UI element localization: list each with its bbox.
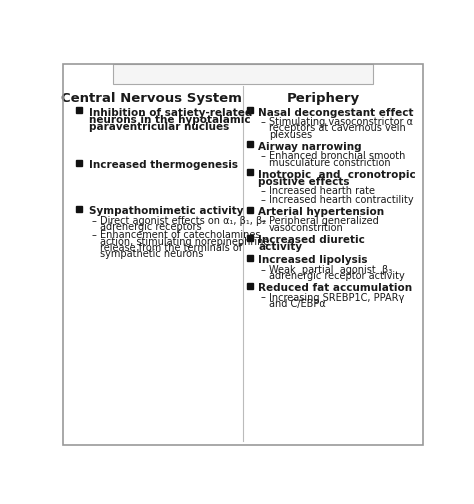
Text: –: – xyxy=(261,265,265,275)
Text: Direct agonist effects on α₁, β₁, β₂: Direct agonist effects on α₁, β₁, β₂ xyxy=(100,216,266,226)
Text: release from the terminals of: release from the terminals of xyxy=(100,243,243,253)
Text: Increased hearth rate: Increased hearth rate xyxy=(269,186,374,196)
Text: Increased lipolysis: Increased lipolysis xyxy=(258,256,368,265)
Text: Central Nervous System: Central Nervous System xyxy=(61,92,242,104)
Text: positive effects: positive effects xyxy=(258,177,350,187)
Text: Inhibition of satiety-related: Inhibition of satiety-related xyxy=(89,108,252,118)
Text: Arterial hypertension: Arterial hypertension xyxy=(258,207,384,217)
FancyBboxPatch shape xyxy=(112,64,374,84)
Text: –: – xyxy=(261,186,265,196)
Text: receptors at cavernous vein: receptors at cavernous vein xyxy=(269,123,405,134)
Text: adrenergic receptors: adrenergic receptors xyxy=(100,222,202,232)
Text: –: – xyxy=(261,117,265,127)
Text: Increased hearth contractility: Increased hearth contractility xyxy=(269,195,413,205)
Text: action, stimulating norepinephrine: action, stimulating norepinephrine xyxy=(100,237,270,246)
Text: Nasal decongestant effect: Nasal decongestant effect xyxy=(258,108,414,118)
Text: adrenergic receptor activity: adrenergic receptor activity xyxy=(269,271,404,281)
Text: –: – xyxy=(261,195,265,205)
Text: Periphery: Periphery xyxy=(287,92,360,104)
Text: Enhanced bronchial smooth: Enhanced bronchial smooth xyxy=(269,151,405,161)
Text: sympathetic neurons: sympathetic neurons xyxy=(100,249,204,259)
Text: –: – xyxy=(261,292,265,302)
Text: Increased thermogenesis: Increased thermogenesis xyxy=(89,160,237,170)
Text: paraventricular nuclues: paraventricular nuclues xyxy=(89,122,229,132)
Text: plexuses: plexuses xyxy=(269,130,312,140)
Text: Enhancement of catecholamines: Enhancement of catecholamines xyxy=(100,230,261,240)
Text: vasoconstrition: vasoconstrition xyxy=(269,223,343,233)
Text: Increased diuretic: Increased diuretic xyxy=(258,235,365,245)
Text: Inotropic  and  cronotropic: Inotropic and cronotropic xyxy=(258,170,416,180)
Text: –: – xyxy=(261,151,265,161)
Text: Increasing SREBP1C, PPARγ: Increasing SREBP1C, PPARγ xyxy=(269,292,404,302)
Text: musculature constriction: musculature constriction xyxy=(269,158,390,167)
Text: Reduced fat accumulation: Reduced fat accumulation xyxy=(258,283,412,293)
Text: –: – xyxy=(261,217,265,226)
Text: Peripheral generalized: Peripheral generalized xyxy=(269,217,378,226)
Text: Sympathomimetic activity: Sympathomimetic activity xyxy=(89,207,243,216)
Text: –: – xyxy=(91,230,97,240)
Text: and C/EBPα: and C/EBPα xyxy=(269,299,325,309)
Text: Airway narrowing: Airway narrowing xyxy=(258,142,362,152)
Text: Stimulating vasoconstrictor α: Stimulating vasoconstrictor α xyxy=(269,117,413,127)
Text: –: – xyxy=(91,216,97,226)
Text: Weak  partial  agonist  β₃: Weak partial agonist β₃ xyxy=(269,265,392,275)
Text: activity: activity xyxy=(258,242,302,252)
Text: Pseudoephedrine Effects: Pseudoephedrine Effects xyxy=(126,65,360,83)
Text: neurons in the hypotalamic: neurons in the hypotalamic xyxy=(89,115,250,125)
